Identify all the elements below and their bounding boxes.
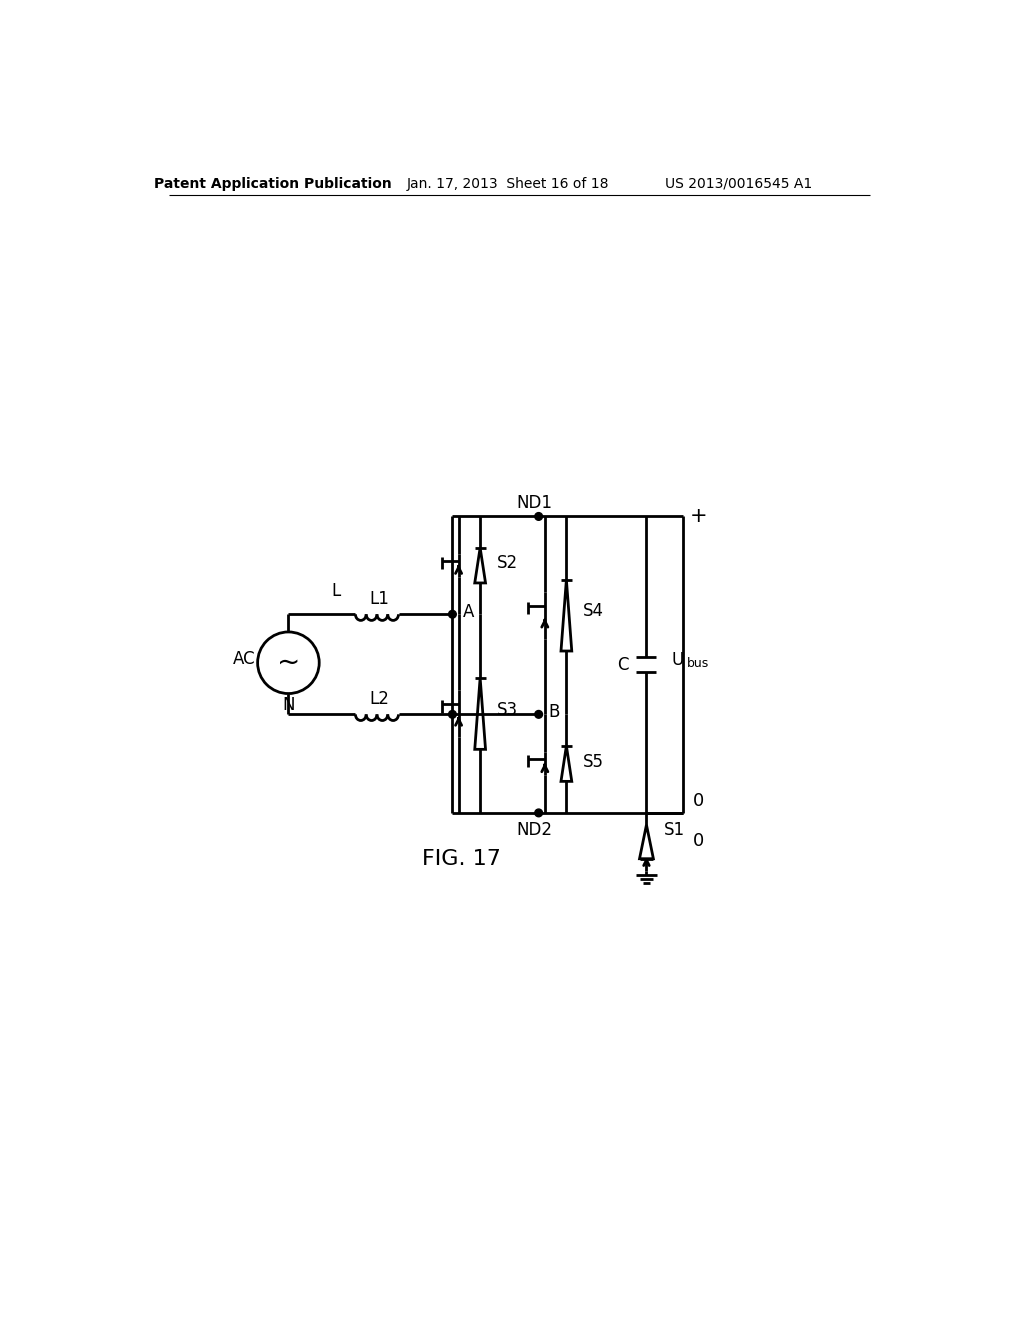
Text: U: U [672,651,684,669]
Text: S5: S5 [584,752,604,771]
Text: S3: S3 [497,701,518,718]
Text: L: L [332,582,341,601]
Text: 0: 0 [693,792,705,810]
Circle shape [449,710,457,718]
Text: C: C [617,656,629,673]
Text: S1: S1 [664,821,684,840]
Text: AC: AC [232,649,255,668]
Text: +: + [690,507,708,527]
Text: bus: bus [686,657,709,671]
Text: N: N [283,696,295,714]
Text: A: A [463,603,474,620]
Circle shape [535,512,543,520]
Text: L2: L2 [370,690,389,708]
Text: US 2013/0016545 A1: US 2013/0016545 A1 [666,177,812,191]
Text: ~: ~ [276,648,300,677]
Text: L1: L1 [370,590,389,607]
Text: 0: 0 [693,833,705,850]
Text: S4: S4 [584,602,604,620]
Text: ND2: ND2 [517,821,553,838]
Text: Jan. 17, 2013  Sheet 16 of 18: Jan. 17, 2013 Sheet 16 of 18 [407,177,609,191]
Circle shape [535,809,543,817]
Text: FIG. 17: FIG. 17 [422,849,501,869]
Circle shape [535,710,543,718]
Circle shape [449,610,457,618]
Text: ND1: ND1 [517,494,553,512]
Text: Patent Application Publication: Patent Application Publication [155,177,392,191]
Text: S2: S2 [497,554,518,573]
Text: B: B [549,704,560,721]
